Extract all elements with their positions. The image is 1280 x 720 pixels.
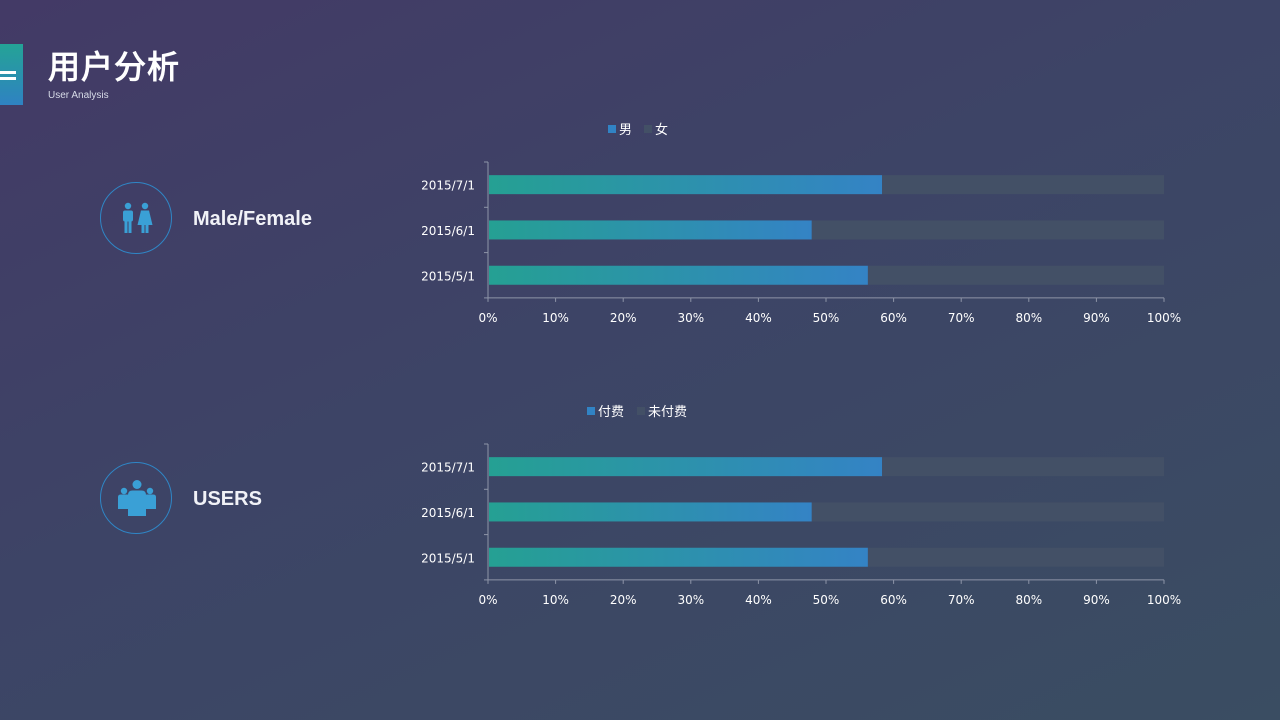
bar-first-series xyxy=(489,175,883,195)
x-tick-label: 30% xyxy=(677,311,704,325)
accent-line-bottom xyxy=(0,77,16,80)
users-group-icon xyxy=(100,462,172,534)
header-accent-tab xyxy=(0,44,23,105)
bar-first-series xyxy=(489,220,812,240)
x-tick-label: 20% xyxy=(610,311,637,325)
bar-second-series xyxy=(867,265,1164,285)
section-label-male-female: Male/Female xyxy=(193,208,312,230)
x-tick-label: 0% xyxy=(478,311,497,325)
bar-second-series xyxy=(882,457,1164,477)
bar-first-series xyxy=(489,457,883,477)
bar-first-series xyxy=(489,265,868,285)
x-tick-label: 50% xyxy=(813,593,840,607)
legend-swatch xyxy=(637,407,645,415)
legend-swatch xyxy=(587,407,595,415)
bar-second-series xyxy=(811,502,1164,522)
x-tick-label: 70% xyxy=(948,593,975,607)
page-subtitle: User Analysis xyxy=(48,90,109,101)
section-label-users: USERS xyxy=(193,488,262,510)
y-tick-label: 2015/6/1 xyxy=(421,506,475,520)
legend-label: 男 xyxy=(619,123,632,138)
x-tick-label: 70% xyxy=(948,311,975,325)
x-tick-label: 40% xyxy=(745,593,772,607)
x-tick-label: 30% xyxy=(677,593,704,607)
x-tick-label: 100% xyxy=(1147,311,1181,325)
legend-label: 付费 xyxy=(598,405,624,420)
x-tick-label: 50% xyxy=(813,311,840,325)
y-tick-label: 2015/7/1 xyxy=(421,461,475,475)
male-female-icon xyxy=(100,182,172,254)
bar-first-series xyxy=(489,547,868,567)
y-tick-label: 2015/5/1 xyxy=(421,551,475,565)
bar-second-series xyxy=(811,220,1164,240)
x-tick-label: 80% xyxy=(1015,311,1042,325)
x-tick-label: 40% xyxy=(745,311,772,325)
y-tick-label: 2015/6/1 xyxy=(421,224,475,238)
x-tick-label: 90% xyxy=(1083,593,1110,607)
x-tick-label: 0% xyxy=(478,593,497,607)
y-tick-label: 2015/7/1 xyxy=(421,179,475,193)
bar-second-series xyxy=(882,175,1164,195)
x-tick-label: 20% xyxy=(610,593,637,607)
bar-first-series xyxy=(489,502,812,522)
x-tick-label: 80% xyxy=(1015,593,1042,607)
accent-line-top xyxy=(0,71,16,74)
bar-second-series xyxy=(867,547,1164,567)
x-tick-label: 60% xyxy=(880,311,907,325)
legend-swatch xyxy=(608,125,616,133)
x-tick-label: 10% xyxy=(542,311,569,325)
x-tick-label: 100% xyxy=(1147,593,1181,607)
legend-label: 未付费 xyxy=(648,405,687,420)
legend-label: 女 xyxy=(655,122,668,138)
y-tick-label: 2015/5/1 xyxy=(421,269,475,283)
page-title: 用户分析 xyxy=(48,48,181,86)
x-tick-label: 10% xyxy=(542,593,569,607)
legend-swatch xyxy=(644,125,652,133)
x-tick-label: 90% xyxy=(1083,311,1110,325)
x-tick-label: 60% xyxy=(880,593,907,607)
